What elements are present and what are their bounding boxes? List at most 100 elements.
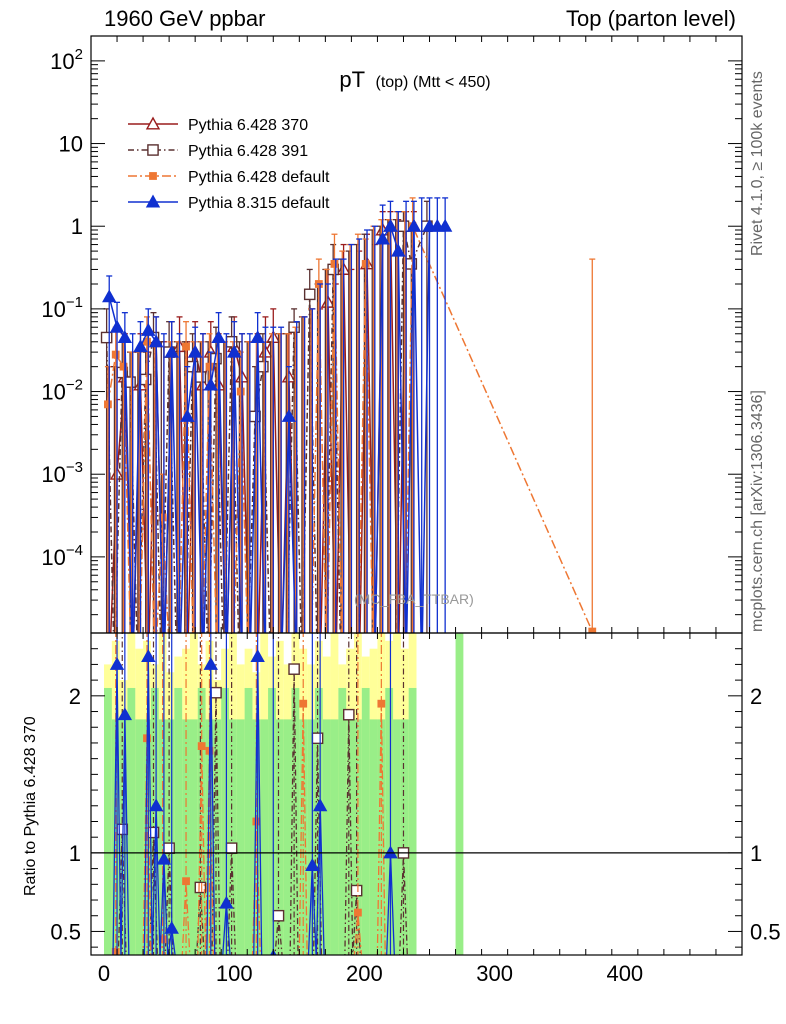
data-point <box>100 331 113 344</box>
data-point <box>180 408 195 422</box>
data-point <box>119 362 128 371</box>
data-point <box>111 350 120 359</box>
data-point <box>257 360 269 373</box>
ratio-band-green <box>338 687 347 955</box>
data-point <box>211 330 226 344</box>
ratio-band-green <box>369 719 378 955</box>
ratio-point <box>148 798 164 812</box>
ratio-band-green <box>229 719 237 955</box>
y-tick-label: 10−1 <box>41 294 83 322</box>
legend-marker <box>147 144 159 156</box>
ratio-series-3 <box>109 633 398 955</box>
ratio-point <box>117 707 133 721</box>
data-point <box>330 260 339 268</box>
ratio-band-green <box>361 687 370 955</box>
ratio-band-green <box>150 687 159 955</box>
analysis-watermark: (MC_FBA_TTBAR) <box>354 591 474 607</box>
ratio-band-green <box>393 719 401 955</box>
ratio-band-green <box>260 719 269 955</box>
data-point <box>406 218 422 232</box>
ratio-point <box>305 858 320 871</box>
x-tick-label: 300 <box>476 961 513 986</box>
ratio-tick-label-right: 0.5 <box>750 919 781 944</box>
series-line <box>107 225 593 633</box>
ratio-point <box>225 842 238 854</box>
ratio-tick-label-left: 0.5 <box>50 919 81 944</box>
ratio-band-green <box>307 719 315 955</box>
ratio-point <box>163 842 175 854</box>
ratio-point <box>252 817 261 826</box>
data-point <box>164 344 179 358</box>
y-tick-label: 10−4 <box>41 542 83 570</box>
legend-marker <box>149 172 157 180</box>
legend-label: Pythia 6.428 391 <box>188 143 308 160</box>
ratio-point <box>377 699 386 708</box>
ratio-point <box>158 935 167 944</box>
ratio-point <box>288 663 300 675</box>
ratio-band-green <box>400 719 409 955</box>
chart-title-main: pT <box>339 67 365 92</box>
ratio-point <box>164 920 179 934</box>
ratio-band-green <box>127 687 136 955</box>
data-point <box>158 513 167 522</box>
ratio-band-green <box>275 719 284 955</box>
x-tick-label: 0 <box>98 961 110 986</box>
ratio-point <box>109 656 125 670</box>
ratio-point <box>342 708 355 721</box>
data-point <box>141 322 156 336</box>
y-tick-label: 10−3 <box>41 459 83 487</box>
chart-title: pT (top) (Mtt < 450) <box>339 67 490 92</box>
data-point <box>227 344 242 358</box>
header-left-label: 1960 GeV ppbar <box>104 6 266 31</box>
ratio-point <box>250 649 265 663</box>
data-point <box>182 342 190 351</box>
ratio-point <box>141 649 156 663</box>
ratio-band-green <box>322 719 331 955</box>
ratio-band-green <box>330 719 339 955</box>
ratio-point <box>219 895 234 909</box>
ratio-band-green <box>408 687 417 955</box>
ratio-band-green <box>166 719 175 955</box>
ratio-band-green <box>236 719 245 955</box>
data-point <box>102 289 117 303</box>
legend-label: Pythia 8.315 default <box>188 195 330 212</box>
ratio-band-green <box>314 687 323 955</box>
ratio-band-green <box>174 687 183 955</box>
ratio-band-green <box>135 719 144 955</box>
chart-title-sub: (top) (Mtt < 450) <box>375 74 490 91</box>
ratio-point <box>350 884 363 897</box>
header-right-label: Top (parton level) <box>566 6 736 31</box>
series-3 <box>102 197 453 633</box>
ratio-point <box>111 947 120 955</box>
ratio-point <box>194 881 207 894</box>
ratio-point <box>156 851 172 865</box>
data-point <box>391 243 406 257</box>
data-point <box>303 288 316 301</box>
ratio-band-green <box>268 687 276 955</box>
ratio-band-green <box>455 633 464 955</box>
data-point <box>250 330 265 344</box>
ratio-point <box>354 908 362 917</box>
x-tick-label: 200 <box>346 961 383 986</box>
data-point <box>437 218 453 232</box>
y-tick-label: 102 <box>50 46 83 74</box>
data-point <box>117 330 133 344</box>
data-point <box>194 371 207 383</box>
ratio-tick-label-right: 1 <box>750 841 762 866</box>
data-point <box>205 362 214 371</box>
ratio-band-green <box>213 719 222 955</box>
data-point <box>143 337 151 346</box>
ratio-point <box>197 742 206 750</box>
legend: Pythia 6.428 370 Pythia 6.428 391 Pythia 6… <box>128 116 330 212</box>
ratio-frame <box>90 632 743 956</box>
y-tick-label: 10−2 <box>41 377 83 405</box>
y-tick-label: 10 <box>59 132 83 157</box>
ratio-tick-label-left: 2 <box>69 684 81 709</box>
ratio-series-layer <box>109 633 410 955</box>
legend-label: Pythia 6.428 370 <box>188 117 308 134</box>
legend-marker <box>145 116 161 130</box>
ratio-tick-label-right: 2 <box>750 684 762 709</box>
axes-frames <box>90 35 743 956</box>
data-point <box>148 334 164 348</box>
